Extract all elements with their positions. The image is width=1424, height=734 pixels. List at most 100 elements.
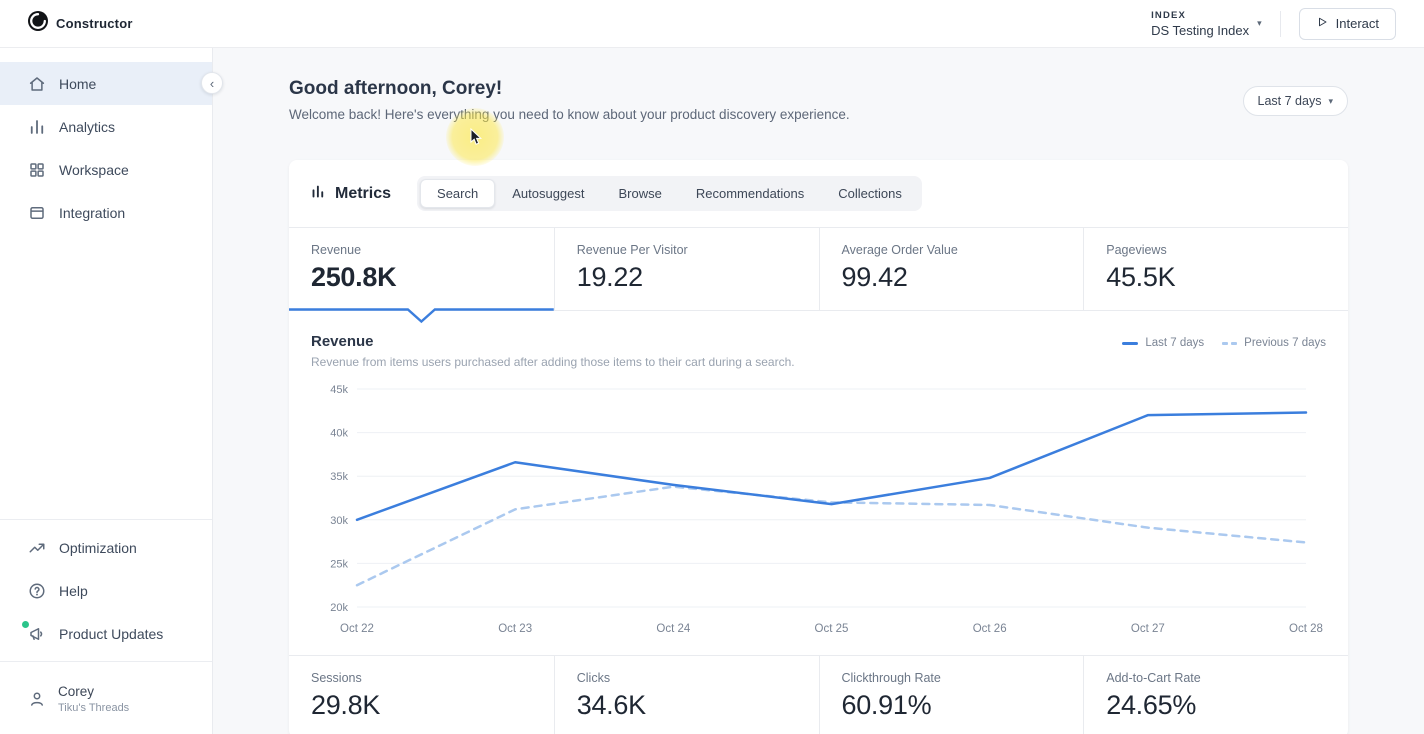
legend-item-previous[interactable]: Previous 7 days (1222, 337, 1326, 349)
metrics-title: Metrics (335, 184, 392, 202)
sidebar-item-integration[interactable]: Integration (0, 191, 212, 234)
topbar-divider (1279, 10, 1281, 37)
legend-label: Previous 7 days (1244, 337, 1326, 349)
legend-label: Last 7 days (1145, 337, 1205, 349)
metric-value: 29.8K (311, 690, 381, 720)
chart-subtitle: Revenue from items users purchased after… (311, 355, 795, 369)
sidebar-item-analytics[interactable]: Analytics (0, 105, 212, 148)
metric-tile-revenue[interactable]: Revenue 250.8K (289, 228, 554, 324)
sidebar-item-product-updates[interactable]: Product Updates (0, 612, 212, 655)
svg-text:Oct 25: Oct 25 (815, 623, 849, 635)
metric-tile-clickthrough-rate[interactable]: Clickthrough Rate 60.91% (818, 656, 1084, 734)
sidebar-bottom-nav: Optimization Help Product Updates (0, 526, 212, 655)
svg-text:25k: 25k (330, 558, 348, 570)
user-org: Tiku's Threads (58, 702, 130, 714)
sidebar-item-label: Help (59, 582, 88, 599)
metric-label: Add-to-Cart Rate (1106, 671, 1201, 685)
workspace-icon (28, 161, 46, 179)
sidebar-item-label: Workspace (59, 161, 129, 178)
sidebar-divider (0, 661, 212, 662)
index-selector[interactable]: INDEX DS Testing Index ▾ (1151, 10, 1262, 38)
sidebar-item-optimization[interactable]: Optimization (0, 526, 212, 569)
page-title: Good afternoon, Corey! (289, 78, 503, 99)
user-menu[interactable]: Corey Tiku's Threads (0, 668, 212, 734)
metric-tile-revenue-per-visitor[interactable]: Revenue Per Visitor 19.22 (553, 228, 819, 310)
metric-label: Sessions (311, 671, 362, 685)
sidebar-item-help[interactable]: Help (0, 569, 212, 612)
svg-text:Oct 28: Oct 28 (1289, 623, 1323, 635)
date-range-select[interactable]: Last 7 days ▾ (1242, 86, 1348, 116)
chart-title: Revenue (311, 333, 374, 350)
revenue-line-chart: 20k 25k 30k 35k 40k 45k Oct 22 Oct 23 Oct 24 Oct … (330, 384, 1323, 635)
chevron-down-icon: ▾ (1328, 95, 1333, 106)
page-subtitle: Welcome back! Here's everything you need… (289, 107, 850, 122)
metrics-icon (311, 184, 326, 204)
svg-text:Oct 24: Oct 24 (656, 623, 690, 635)
metrics-card: Metrics Search Autosuggest Browse Recomm… (289, 160, 1348, 734)
svg-text:Oct 27: Oct 27 (1131, 623, 1165, 635)
svg-text:20k: 20k (330, 602, 348, 614)
play-icon (1316, 16, 1328, 31)
mouse-cursor-icon (470, 128, 483, 145)
metric-value: 34.6K (576, 690, 646, 720)
svg-text:Oct 23: Oct 23 (498, 623, 532, 635)
metric-value: 45.5K (1106, 262, 1176, 292)
unread-badge-dot (22, 621, 29, 628)
svg-text:35k: 35k (330, 471, 348, 483)
metric-tile-pageviews[interactable]: Pageviews 45.5K (1083, 228, 1348, 310)
metric-tile-add-to-cart-rate[interactable]: Add-to-Cart Rate 24.65% (1083, 656, 1348, 734)
metric-value: 99.42 (841, 262, 908, 292)
question-circle-icon (28, 582, 46, 600)
constructor-logo-icon (28, 11, 48, 36)
metric-label: Clickthrough Rate (841, 671, 941, 685)
sidebar-nav: Home Analytics Workspace Integration (0, 62, 212, 234)
sidebar: ‹ Home Analytics Workspace (0, 48, 223, 734)
legend-item-current[interactable]: Last 7 days (1122, 337, 1204, 349)
metric-value: 19.22 (576, 262, 643, 292)
metric-value: 60.91% (841, 690, 932, 720)
page-header: Good afternoon, Corey! Welcome back! Her… (289, 78, 1348, 122)
sidebar-item-home[interactable]: Home (0, 62, 212, 105)
megaphone-icon (28, 625, 46, 643)
dashed-line-swatch (1222, 341, 1238, 345)
trending-up-icon (28, 539, 46, 557)
main-content: Good afternoon, Corey! Welcome back! Her… (213, 48, 1424, 734)
chevron-left-icon: ‹ (209, 75, 215, 91)
brand-logo[interactable]: Constructor (28, 11, 133, 36)
sidebar-item-label: Integration (59, 204, 126, 221)
metric-value: 250.8K (311, 262, 397, 292)
tab-collections[interactable]: Collections (821, 179, 919, 208)
chart-legend: Last 7 days Previous 7 days (1122, 337, 1326, 349)
sidebar-spacer (0, 234, 212, 513)
sidebar-collapse-button[interactable]: ‹ (201, 72, 223, 94)
svg-text:Oct 22: Oct 22 (340, 623, 374, 635)
tab-autosuggest[interactable]: Autosuggest (495, 179, 601, 208)
metric-value: 24.65% (1106, 690, 1197, 720)
tab-recommendations[interactable]: Recommendations (679, 179, 821, 208)
sidebar-item-label: Home (59, 75, 97, 92)
metric-label: Pageviews (1106, 243, 1167, 257)
home-icon (28, 75, 46, 93)
svg-text:45k: 45k (330, 384, 348, 396)
tab-search[interactable]: Search (420, 179, 496, 208)
metric-label: Revenue (311, 243, 362, 257)
svg-text:Oct 26: Oct 26 (973, 623, 1007, 635)
metric-tile-average-order-value[interactable]: Average Order Value 99.42 (818, 228, 1084, 310)
user-name: Corey (58, 684, 95, 699)
metric-label: Clicks (576, 671, 611, 685)
user-icon (28, 690, 46, 708)
secondary-metric-tiles-row: Sessions 29.8K Clicks 34.6K Clickthrough… (289, 655, 1348, 734)
metrics-card-header: Metrics Search Autosuggest Browse Recomm… (289, 160, 1348, 227)
index-value: DS Testing Index (1151, 22, 1250, 38)
metric-tiles-row: Revenue 250.8K Revenue Per Visitor 19.22… (289, 227, 1348, 324)
svg-text:30k: 30k (330, 515, 348, 527)
interact-button[interactable]: Interact (1298, 7, 1396, 40)
sidebar-item-label: Analytics (59, 118, 116, 135)
metrics-tabs: Search Autosuggest Browse Recommendation… (417, 176, 922, 211)
metric-tile-clicks[interactable]: Clicks 34.6K (553, 656, 819, 734)
metric-label: Average Order Value (841, 243, 958, 257)
sidebar-item-workspace[interactable]: Workspace (0, 148, 212, 191)
tab-browse[interactable]: Browse (602, 179, 679, 208)
metric-tile-sessions[interactable]: Sessions 29.8K (289, 656, 554, 734)
sidebar-item-label: Optimization (59, 539, 137, 556)
